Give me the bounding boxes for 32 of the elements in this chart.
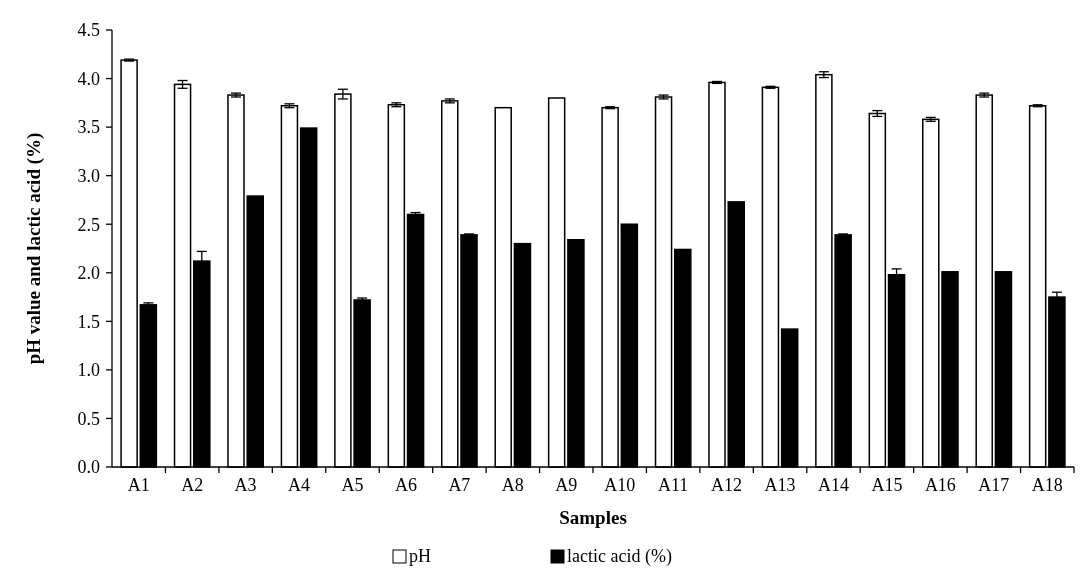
x-tick-label: A18: [1031, 475, 1063, 495]
y-tick-label: 3.5: [77, 117, 100, 138]
x-tick-label: A13: [764, 475, 796, 495]
legend-label: pH: [409, 546, 431, 566]
x-tick-label: A7: [448, 475, 471, 495]
x-tick-label: A8: [501, 475, 524, 495]
x-tick-label: A4: [288, 475, 311, 495]
y-tick-label: 1.0: [77, 360, 100, 381]
x-tick-label: A6: [394, 475, 417, 495]
y-tick-label: 0.0: [77, 457, 100, 478]
x-tick-label: A9: [555, 475, 578, 495]
y-tick-label: 3.0: [77, 165, 100, 186]
y-tick-label: 4.5: [77, 20, 100, 41]
x-tick-label: A15: [871, 475, 903, 495]
y-axis-title: pH value and lactic acid (%): [23, 132, 45, 365]
x-tick-label: A14: [818, 475, 849, 495]
x-axis-title: Samples: [559, 507, 627, 528]
x-tick-label: A2: [181, 475, 204, 495]
x-tick-label: A5: [341, 475, 364, 495]
legend-label: lactic acid (%): [567, 546, 672, 567]
x-tick-label: A16: [924, 475, 956, 495]
y-tick-label: 4.0: [77, 68, 100, 89]
y-tick-label: 0.5: [77, 408, 100, 429]
x-tick-label: A17: [978, 475, 1010, 495]
x-tick-label: A12: [711, 475, 743, 495]
x-tick-label: A10: [604, 475, 636, 495]
y-tick-label: 1.5: [77, 311, 100, 332]
y-tick-label: 2.5: [77, 214, 100, 235]
x-tick-label: A3: [234, 475, 257, 495]
y-tick-label: 2.0: [77, 263, 100, 284]
x-tick-label: A1: [127, 475, 150, 495]
x-tick-label: A11: [657, 475, 689, 495]
